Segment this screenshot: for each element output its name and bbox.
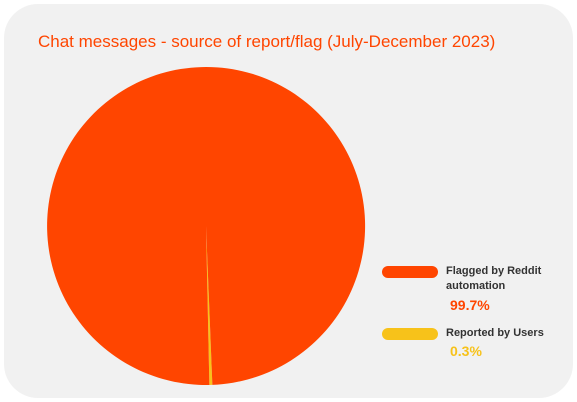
pie-slice-reported-by-users bbox=[206, 226, 213, 385]
chart-title: Chat messages - source of report/flag (J… bbox=[38, 32, 496, 51]
legend-value: 99.7% bbox=[450, 297, 490, 313]
pie-chart bbox=[47, 66, 366, 385]
pie-slice-flagged-by-reddit-automation bbox=[47, 66, 366, 385]
legend-value: 0.3% bbox=[450, 343, 482, 359]
legend-swatch bbox=[382, 328, 438, 340]
legend-label: Reported by Users bbox=[446, 327, 544, 339]
chart-card: Chat messages - source of report/flag (J… bbox=[4, 4, 573, 398]
legend-swatch bbox=[382, 266, 438, 278]
legend-label: Flagged by Reddit automation bbox=[446, 265, 542, 292]
